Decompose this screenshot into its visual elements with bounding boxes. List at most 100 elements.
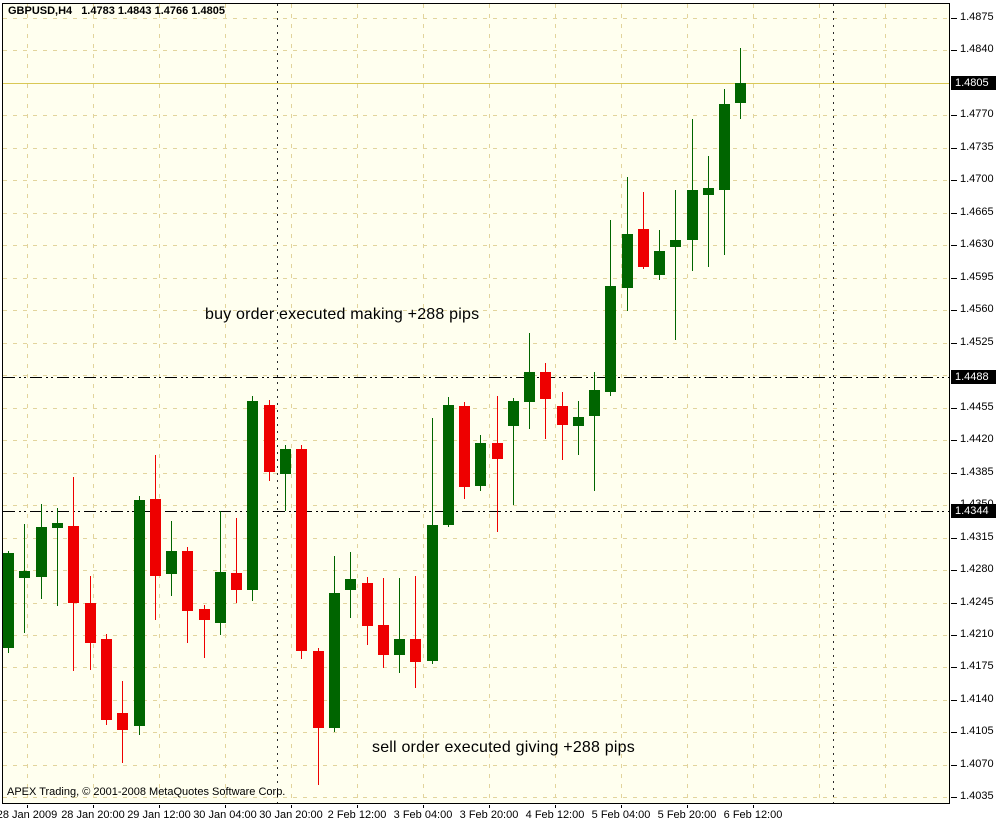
candle-wick	[285, 445, 286, 511]
sell-order-annotation: sell order executed giving +288 pips	[372, 739, 635, 756]
price-gridline	[3, 765, 949, 766]
candlestick	[68, 526, 79, 603]
candlestick	[199, 609, 210, 620]
copyright-notice: APEX Trading, © 2001-2008 MetaQuotes Sof…	[7, 786, 286, 798]
time-axis-label: 5 Feb 20:00	[657, 809, 717, 821]
candle-wick	[57, 508, 58, 606]
candlestick	[459, 406, 470, 487]
price-tick-label: 1.4105	[960, 725, 994, 737]
time-tick-mark	[291, 805, 292, 808]
ohlc-quote-values: 1.4783 1.4843 1.4766 1.4805	[81, 5, 225, 17]
candle-wick	[24, 524, 25, 633]
time-tick-mark	[225, 805, 226, 808]
price-gridline	[3, 245, 949, 246]
time-gridline	[885, 4, 886, 803]
price-tick-mark	[951, 635, 957, 636]
price-gridline	[3, 603, 949, 604]
price-tick-mark	[951, 667, 957, 668]
candlestick	[573, 417, 584, 426]
candle-wick	[545, 363, 546, 439]
candlestick	[670, 240, 681, 247]
time-axis-label: 3 Feb 20:00	[459, 809, 519, 821]
candlestick	[394, 639, 405, 655]
time-gridline	[291, 4, 292, 803]
price-level-badge: 1.4344	[951, 504, 996, 518]
candlestick	[36, 527, 47, 577]
candlestick	[427, 525, 438, 661]
candle-wick	[562, 392, 563, 460]
price-tick-label: 1.4420	[960, 433, 994, 445]
price-gridline	[3, 505, 949, 506]
candlestick	[166, 551, 177, 574]
price-tick-label: 1.4385	[960, 466, 994, 478]
candlestick	[247, 401, 258, 590]
time-axis-label: 4 Feb 12:00	[525, 809, 585, 821]
price-tick-mark	[951, 343, 957, 344]
candle-wick	[513, 398, 514, 505]
price-tick-label: 1.4210	[960, 628, 994, 640]
candlestick	[719, 104, 730, 190]
price-tick-mark	[951, 50, 957, 51]
chart-plot-area[interactable]	[2, 3, 950, 804]
price-tick-label: 1.4455	[960, 401, 994, 413]
time-tick-mark	[423, 805, 424, 808]
price-level-line	[3, 377, 949, 378]
price-tick-mark	[951, 440, 957, 441]
candlestick	[703, 188, 714, 195]
price-gridline	[3, 667, 949, 668]
price-gridline	[3, 148, 949, 149]
price-tick-mark	[951, 213, 957, 214]
price-tick-mark	[951, 765, 957, 766]
candle-wick	[383, 578, 384, 668]
price-gridline	[3, 115, 949, 116]
price-tick-label: 1.4175	[960, 660, 994, 672]
candle-wick	[578, 401, 579, 455]
time-gridline	[819, 4, 820, 803]
candlestick	[215, 572, 226, 623]
time-axis-label: 28 Jan 2009	[0, 809, 58, 821]
time-tick-mark	[753, 805, 754, 808]
time-gridline	[357, 4, 358, 803]
chart-title: GBPUSD,H4 1.4783 1.4843 1.4766 1.4805	[8, 5, 225, 17]
time-tick-mark	[159, 805, 160, 808]
price-tick-label: 1.4700	[960, 173, 994, 185]
candlestick	[557, 406, 568, 425]
candlestick	[735, 83, 746, 103]
price-level-badge: 1.4488	[951, 370, 996, 384]
candlestick	[231, 573, 242, 590]
price-tick-label: 1.4735	[960, 141, 994, 153]
candlestick	[589, 390, 600, 416]
price-tick-label: 1.4525	[960, 336, 994, 348]
price-gridline	[3, 635, 949, 636]
price-tick-mark	[951, 473, 957, 474]
candlestick	[378, 625, 389, 655]
time-tick-mark	[93, 805, 94, 808]
period-separator	[833, 4, 834, 803]
price-gridline	[3, 278, 949, 279]
price-gridline	[3, 213, 949, 214]
period-separator	[277, 4, 278, 803]
time-tick-mark	[621, 805, 622, 808]
price-gridline	[3, 570, 949, 571]
price-gridline	[3, 180, 949, 181]
candlestick	[280, 449, 291, 474]
time-axis-label: 2 Feb 12:00	[327, 809, 387, 821]
time-tick-mark	[687, 805, 688, 808]
price-level-badge: 1.4805	[951, 76, 996, 90]
candlestick	[654, 251, 665, 275]
price-tick-label: 1.4875	[960, 11, 994, 23]
price-tick-mark	[951, 18, 957, 19]
price-gridline	[3, 50, 949, 51]
time-axis-label: 30 Jan 20:00	[259, 809, 323, 821]
price-tick-mark	[951, 408, 957, 409]
candlestick	[540, 372, 551, 399]
time-gridline	[159, 4, 160, 803]
time-gridline	[489, 4, 490, 803]
price-tick-label: 1.4840	[960, 43, 994, 55]
candlestick	[19, 571, 30, 578]
price-tick-mark	[951, 148, 957, 149]
candlestick	[313, 651, 324, 728]
candlestick	[329, 593, 340, 728]
price-gridline	[3, 440, 949, 441]
